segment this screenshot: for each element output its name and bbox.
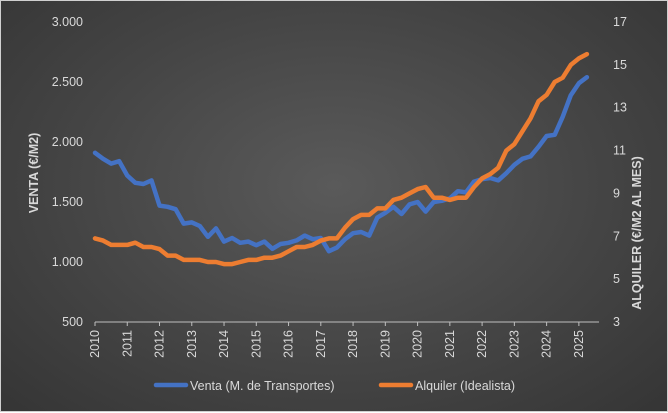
series-line-venta [92,74,590,254]
x-tick-label: 2013 [185,330,199,358]
x-tick-label: 2014 [217,330,231,358]
x-tick-label: 2015 [249,330,263,358]
y-tick-label: 2.500 [52,75,83,89]
x-tick-label: 2020 [411,330,425,358]
y2-axis-title: ALQUILER (€/M2 AL MES) [630,156,644,309]
y-tick-label: 500 [62,315,83,329]
x-tick-label: 2024 [540,330,554,358]
y2-tick-label: 15 [613,58,627,72]
legend-label-alquiler: Alquiler (Idealista) [415,379,515,393]
y-axis-title: VENTA (€/M2) [27,133,41,214]
legend-label-venta: Venta (M. de Transportes) [190,379,335,393]
y2-axis-ticks: 3 5 7 9 11 13 15 17 [613,15,627,329]
y2-tick-label: 3 [613,315,620,329]
y-axis-ticks: 500 1.000 1.500 2.000 2.500 3.000 [52,15,83,329]
x-tick-label: 2016 [282,330,296,358]
y2-tick-label: 5 [613,272,620,286]
x-tick-label: 2011 [120,330,134,357]
legend: Venta (M. de Transportes) Alquiler (Idea… [153,379,515,393]
x-tick-label: 2010 [88,330,102,358]
y-tick-label: 3.000 [52,15,83,29]
y-tick-label: 1.500 [52,195,83,209]
x-tick-label: 2018 [346,330,360,358]
series-group [92,51,590,267]
x-tick-label: 2021 [443,330,457,358]
y2-tick-label: 11 [613,144,626,158]
series-line-alquiler [92,51,590,267]
y-tick-label: 1.000 [52,255,83,269]
x-tick-label: 2017 [314,330,328,358]
x-tick-label: 2012 [153,330,167,358]
y2-tick-label: 9 [613,186,620,200]
x-tick-label: 2022 [475,330,489,358]
x-tick-label: 2023 [507,330,521,358]
y2-tick-label: 17 [613,15,627,29]
x-tick-label: 2019 [378,330,392,358]
y2-tick-label: 13 [613,101,627,115]
x-axis-ticks: 2010 2011 2012 2013 2014 2015 2016 2017 2018 2019… [88,322,586,358]
y-tick-label: 2.000 [52,135,83,149]
y2-tick-label: 7 [613,229,620,243]
x-tick-label: 2025 [572,330,586,358]
